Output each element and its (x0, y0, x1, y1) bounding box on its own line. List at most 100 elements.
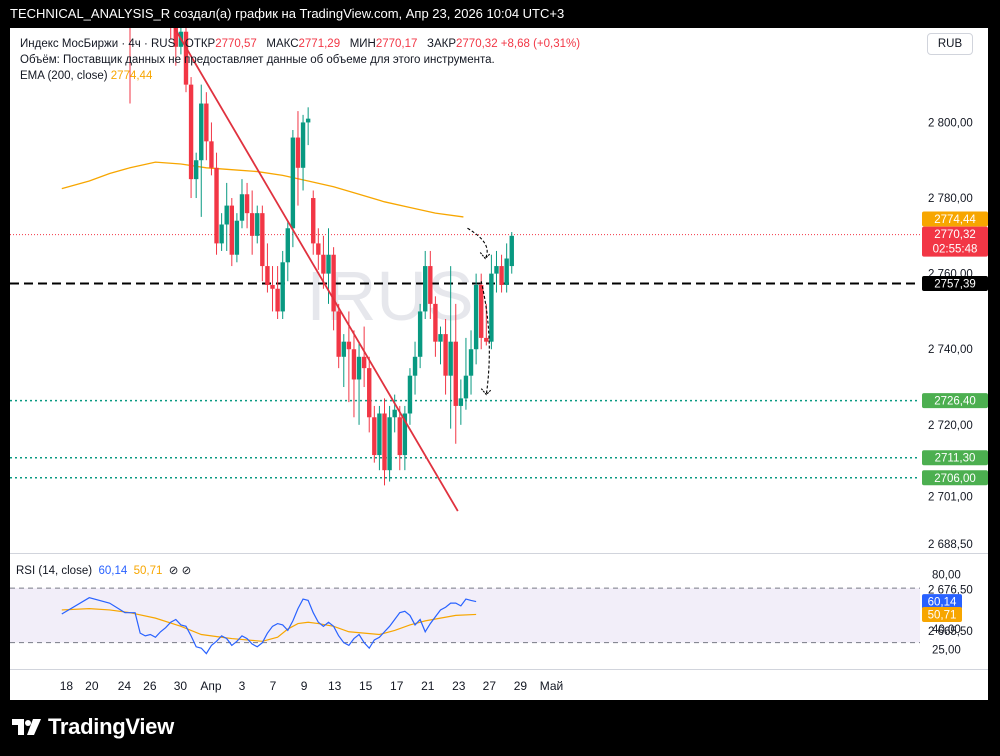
annotation-arrow (480, 281, 490, 395)
time-tick-label: 26 (143, 679, 157, 693)
candle-body (265, 266, 270, 285)
price-label: 2706,00 (922, 470, 988, 486)
candle-body (351, 349, 357, 380)
candle-body (305, 118, 311, 123)
time-tick-label: 7 (270, 679, 277, 693)
price-label-bg (922, 470, 988, 486)
candle-body (433, 303, 438, 342)
candle-body (428, 266, 433, 304)
candle-body (239, 194, 245, 221)
high-value: 2771,29 (298, 38, 341, 50)
price-pane (10, 28, 920, 512)
price-tick-label: 2 688,50 (928, 539, 973, 551)
low-label: МИН (349, 38, 376, 50)
ema-legend-row[interactable]: EMA (200, close) 2774,44 (20, 68, 580, 84)
attribution-text: TECHNICAL_ANALYSIS_R создал(а) график на… (10, 6, 565, 21)
price-label-text: 2711,30 (935, 453, 976, 465)
candle-body (509, 235, 514, 267)
price-label-text: 2757,39 (934, 279, 976, 291)
candle-body (377, 413, 382, 456)
time-tick-label: Май (540, 679, 564, 693)
candle-body (183, 31, 189, 85)
price-tick-label: 2 740,00 (928, 344, 973, 356)
volume-note: Объём: Поставщик данных не предоставляет… (20, 54, 495, 66)
candle-body (255, 213, 260, 236)
change-value: +8,68 (+0,31%) (500, 38, 581, 50)
candle-body (316, 243, 321, 255)
rsi-value: 60,14 (98, 565, 128, 577)
candle-body (453, 341, 458, 406)
candle-body (402, 413, 408, 456)
time-tick-label: 21 (421, 679, 435, 693)
rsi-value-label-bg (922, 594, 962, 610)
rsi-legend[interactable]: RSI (14, close) 60,14 50,71 ⊘ ⊘ (16, 563, 191, 577)
time-tick-label: 9 (301, 679, 308, 693)
candle-body (356, 356, 362, 380)
eye-off-icon[interactable]: ⊘ (181, 565, 192, 577)
price-tick-label: 2 720,00 (928, 420, 973, 432)
price-label-text: 2726,40 (934, 396, 976, 408)
candle-body (331, 254, 336, 312)
rsi-tick-label: 80,00 (932, 570, 961, 582)
candle-body (438, 334, 443, 342)
rsi-tick-label: 40,00 (932, 624, 961, 636)
price-label-bg (922, 450, 988, 466)
candle-body (423, 266, 428, 312)
candle-body (234, 220, 240, 255)
ohlc-legend-row: Индекс МосБиржи · 4ч · RUS ОТКР2770,57 М… (20, 36, 580, 52)
eye-off-icon[interactable]: ⊘ (168, 565, 179, 577)
candle-body (443, 334, 448, 376)
price-label-text: 2774,44 (934, 214, 976, 226)
candle-body (372, 417, 377, 456)
candle-body (219, 224, 224, 244)
candle-body (300, 122, 306, 168)
candle-body (224, 205, 229, 225)
time-tick-label: 24 (118, 679, 132, 693)
tradingview-logo-icon (12, 719, 41, 735)
candle-body (392, 409, 397, 418)
candle-body (280, 262, 285, 312)
annotation-arrow (467, 227, 488, 259)
rsi-line (61, 597, 477, 655)
candle-body (295, 137, 301, 168)
candle-body (397, 417, 402, 456)
price-label-bg (922, 226, 988, 257)
candle-body (387, 417, 392, 471)
candle-body (193, 160, 199, 180)
price-label: 2774,44 (922, 211, 988, 227)
candle-body (448, 341, 453, 376)
candle-body (341, 341, 346, 357)
candle-body (473, 284, 479, 350)
time-tick-label: 13 (328, 679, 342, 693)
rsi-value-label-text: 60,14 (928, 597, 957, 609)
candle-body (407, 375, 413, 414)
candle-body (468, 349, 474, 376)
price-label-bg (922, 393, 988, 409)
price-label-text: 2706,00 (934, 473, 976, 485)
footer: TradingView (0, 700, 1000, 756)
candle-body (260, 213, 265, 267)
rsi-ma-value: 50,71 (133, 565, 163, 577)
time-tick-label: 17 (390, 679, 404, 693)
tradingview-logo[interactable]: TradingView (12, 714, 174, 740)
price-tick-label: 2 780,00 (928, 193, 973, 205)
annotation-arrowhead (480, 388, 492, 396)
candle-body (275, 288, 280, 312)
time-tick-label: 23 (452, 679, 466, 693)
countdown-text: 02:55:48 (933, 244, 978, 256)
candle-body (489, 273, 494, 342)
ema-value: 2774,44 (110, 70, 153, 82)
candle-body (285, 228, 290, 263)
price-label-bg (922, 276, 988, 291)
rsi-label: RSI (14, close) (16, 565, 93, 577)
candle-body (199, 103, 204, 161)
close-value: 2770,32 (456, 38, 498, 50)
high-label: МАКС (266, 38, 299, 50)
currency-button[interactable]: RUB (927, 33, 973, 55)
candle-body (214, 167, 219, 244)
price-tick-label: 2 676,50 (928, 584, 973, 596)
price-label: 2770,32 02:55:48 (922, 226, 988, 257)
instrument-title[interactable]: Индекс МосБиржи · 4ч · RUS (20, 38, 176, 50)
